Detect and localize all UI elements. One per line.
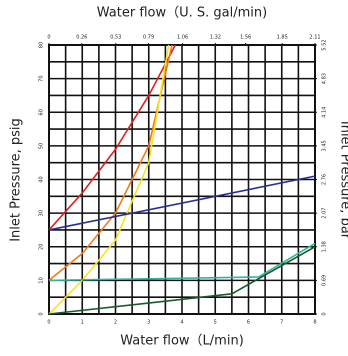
series-line [48, 175, 316, 231]
x-tick-label: 3 [147, 320, 150, 326]
x2-tick-label: 0.79 [143, 35, 154, 41]
y2-tick-label: 0 [322, 312, 328, 315]
y-tick-label: 30 [39, 210, 45, 216]
y2-tick-label: 1.38 [322, 241, 328, 252]
x2-tick-label: 0.53 [110, 35, 121, 41]
x-tick-label: 6 [247, 320, 250, 326]
y-title: Inlet Pressure, psig [9, 118, 24, 242]
y2-tick-label: 3.45 [322, 140, 328, 151]
x-tick-label: 0 [47, 320, 50, 326]
x-tick-label: 1 [81, 320, 84, 326]
y2-tick-label: 2.07 [322, 208, 328, 219]
y2-tick-label: 4.14 [322, 107, 328, 118]
series-line [48, 44, 170, 315]
y-tick-label: 40 [39, 176, 45, 182]
plot-frame [48, 44, 316, 315]
x-tick-label: 5 [214, 320, 217, 326]
x-tick-label: 4 [180, 320, 183, 326]
x2-tick-label: 1.85 [277, 35, 288, 41]
y2-tick-label: 5.52 [322, 39, 328, 50]
y-tick-label: 20 [39, 244, 45, 250]
x2-tick-label: 1.32 [210, 35, 221, 41]
x-title: Water flow（L/min) [120, 334, 244, 349]
x-tick-label: 2 [114, 320, 117, 326]
x2-tick-label: 0 [47, 35, 50, 41]
y-tick-label: 10 [39, 277, 45, 283]
series-line [48, 246, 316, 315]
series-line [48, 44, 177, 231]
y2-title: Inlet Pressure, bar [338, 121, 348, 240]
y-tick-label: 70 [39, 75, 45, 81]
x-tick-label: 8 [313, 320, 316, 326]
y-tick-label: 60 [39, 109, 45, 115]
y2-tick-label: 2.76 [322, 174, 328, 185]
y-tick-label: 50 [39, 143, 45, 149]
x2-tick-label: 0.26 [76, 35, 87, 41]
y-tick-label: 80 [39, 42, 45, 48]
x2-tick-label: 1.56 [240, 35, 251, 41]
x2-tick-label: 2.11 [309, 35, 320, 41]
series-line [48, 242, 316, 282]
x-tick-label: 7 [280, 320, 283, 326]
y-tick-label: 0 [39, 312, 45, 315]
y2-tick-label: 0.69 [322, 275, 328, 286]
y2-tick-label: 4.83 [322, 73, 328, 84]
x2-tick-label: 1.06 [177, 35, 188, 41]
x2-title: Water flow（U. S. gal/min) [97, 6, 267, 21]
